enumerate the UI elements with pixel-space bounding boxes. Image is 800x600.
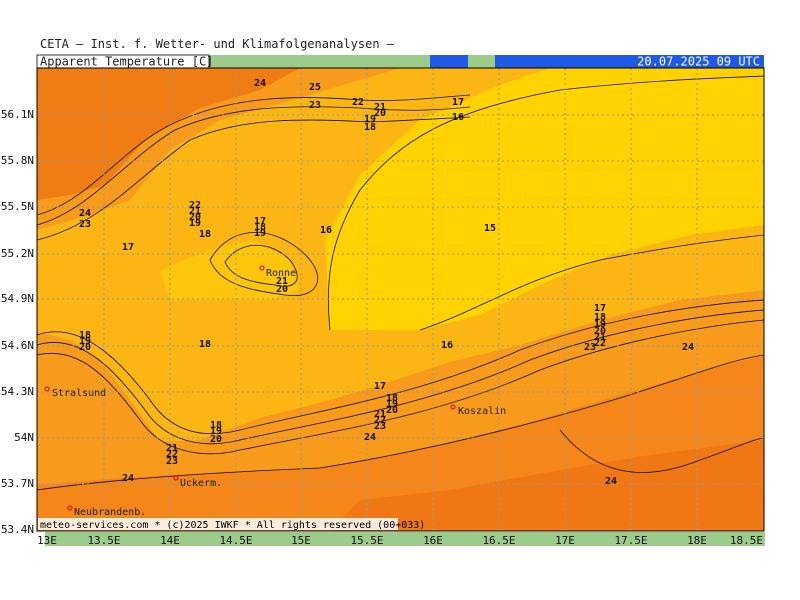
contour-label: 20 (210, 434, 222, 445)
contour-label: 18 (79, 330, 91, 341)
lat-label: 53.7N (1, 477, 34, 490)
lon-label: 18E (687, 534, 707, 547)
lat-label: 55.5N (1, 200, 34, 213)
contour-label: 19 (79, 336, 91, 347)
contour-label: 21 (276, 276, 288, 287)
contour-label: 17 (254, 216, 266, 227)
contour-label: 19 (189, 218, 201, 229)
contour-label: 22 (189, 200, 201, 211)
contour-label: 23 (584, 342, 596, 353)
contour-label: 24 (254, 78, 266, 89)
contour-label: 17 (594, 303, 606, 314)
contour-label: 19 (254, 228, 266, 239)
legend-date: 20.07.2025 09 UTC (637, 55, 760, 69)
contour-label: 23 (374, 421, 386, 432)
contour-label: 24 (605, 476, 617, 487)
contour-label: 16 (441, 340, 453, 351)
lon-label: 13E (37, 534, 57, 547)
bottom-strip (45, 532, 765, 546)
contour-label: 18 (199, 229, 211, 240)
city-marker (173, 475, 179, 481)
contour-label: 20 (276, 284, 288, 295)
lon-label: 15E (291, 534, 311, 547)
legend-label: Apparent Temperature [C] (40, 55, 213, 69)
city-name: Koszalin (458, 406, 506, 417)
contour-label: 17 (452, 97, 464, 108)
contour-label: 21 (374, 409, 386, 420)
lon-label: 14.5E (219, 534, 252, 547)
map-field (37, 68, 764, 531)
lat-label: 54.9N (1, 292, 34, 305)
contour-label: 21 (189, 206, 201, 217)
footer: meteo-services.com * (c)2025 IWKF * All … (40, 520, 425, 531)
lon-label: 16.5E (482, 534, 515, 547)
contour-label: 17 (374, 381, 386, 392)
contour-label: 19 (594, 319, 606, 330)
contour-label: 17 (122, 242, 134, 253)
isolines (36, 75, 765, 491)
contour-label: 22 (166, 449, 178, 460)
lon-label: 17E (555, 534, 575, 547)
contour-label: 15 (484, 223, 496, 234)
city-name: Stralsund (52, 388, 106, 399)
contour-label: 23 (79, 219, 91, 230)
contour-label: 18 (386, 393, 398, 404)
contour-label: 20 (189, 212, 201, 223)
contour-label: 19 (386, 399, 398, 410)
contour-label: 24 (364, 432, 376, 443)
contour-label: 22 (594, 338, 606, 349)
lat-label: 55.2N (1, 247, 34, 260)
contour-label: 21 (374, 102, 386, 113)
city-marker (44, 386, 50, 392)
contour-label: 23 (166, 456, 178, 467)
lat-label: 53.4N (1, 523, 34, 536)
lat-label: 56.1N (1, 108, 34, 121)
labels: 56.1N 55.8N 55.5N 55.2N 54.9N 54.6N 54.3N 54N 53… (1, 78, 763, 547)
city-marker (259, 265, 265, 271)
contour-label: 22 (374, 415, 386, 426)
lon-label: 15.5E (350, 534, 383, 547)
contour-label: 20 (374, 108, 386, 119)
contour-label: 18 (254, 222, 266, 233)
contour-label: 20 (79, 342, 91, 353)
contour-label: 18 (594, 312, 606, 323)
contour-label: 19 (210, 426, 222, 437)
city-marker (67, 505, 73, 511)
lat-label: 54.3N (1, 385, 34, 398)
contour-label: 20 (594, 326, 606, 337)
contour-label: 20 (386, 405, 398, 416)
contour-label: 24 (122, 473, 134, 484)
contour-label: 18 (210, 420, 222, 431)
city-marker (450, 404, 456, 410)
lat-label: 54.6N (1, 339, 34, 352)
lon-label: 13.5E (87, 534, 120, 547)
contour-label: 23 (309, 100, 321, 111)
footer-box (38, 518, 398, 530)
lat-label: 55.8N (1, 154, 34, 167)
contour-label: 22 (352, 97, 364, 108)
contour-label: 18 (364, 122, 376, 133)
lon-label: 16E (423, 534, 443, 547)
contour-label: 16 (452, 112, 464, 123)
contour-label: 21 (594, 332, 606, 343)
contour-label: 16 (320, 225, 332, 236)
contour-label: 18 (199, 339, 211, 350)
contour-label: 24 (682, 342, 694, 353)
contour-label: 25 (309, 82, 321, 93)
contour-label: 21 (166, 443, 178, 454)
lon-label: 14E (160, 534, 180, 547)
city-name: Neubrandenb. (74, 507, 146, 518)
header-title: CETA — Inst. f. Wetter- und Klimafolgena… (40, 37, 395, 51)
graticule (37, 68, 764, 531)
contour-label: 24 (79, 208, 91, 219)
city-name: Ronne (266, 268, 296, 279)
header-bar (36, 54, 764, 69)
contour-label: 19 (364, 114, 376, 125)
city-name: Uckerm. (180, 478, 222, 489)
map-frame (36, 67, 765, 532)
lon-label: 17.5E (614, 534, 647, 547)
lon-label: 18.5E (730, 534, 763, 547)
lat-label: 54N (14, 431, 34, 444)
